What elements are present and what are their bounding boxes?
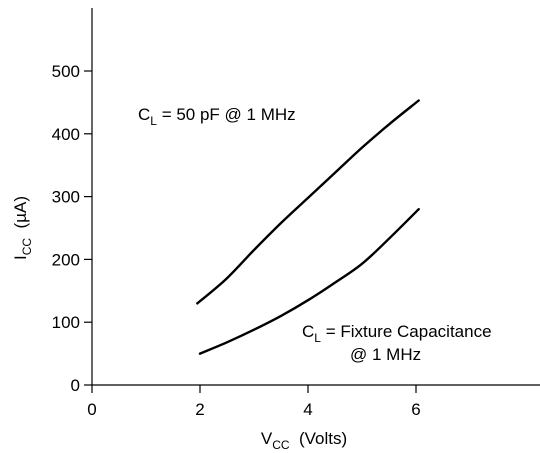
series-2-label-line2: @ 1 MHz xyxy=(350,345,421,364)
series-1-line xyxy=(196,99,420,305)
y-tick-label: 0 xyxy=(71,376,80,395)
series-1-label: CL = 50 pF @ 1 MHz xyxy=(138,105,296,128)
plot-area: 0 2 4 6 0 100 200 300 400 500 xyxy=(52,8,540,419)
x-tick-label: 2 xyxy=(195,400,204,419)
ticks: 0 2 4 6 0 100 200 300 400 500 xyxy=(52,62,421,419)
x-tick-label: 6 xyxy=(411,400,420,419)
y-tick-label: 500 xyxy=(52,62,80,81)
y-tick-label: 200 xyxy=(52,250,80,269)
y-tick-label: 100 xyxy=(52,313,80,332)
x-axis-title: VCC (Volts) xyxy=(261,429,347,452)
series-2-label: CL = Fixture Capacitance xyxy=(302,322,492,345)
series-group xyxy=(196,99,420,355)
x-tick-label: 4 xyxy=(303,400,312,419)
x-tick-label: 0 xyxy=(87,400,96,419)
y-tick-label: 300 xyxy=(52,188,80,207)
y-axis-title: ICC (µA) xyxy=(11,196,34,260)
y-tick-label: 400 xyxy=(52,125,80,144)
series-2-line xyxy=(198,208,420,355)
